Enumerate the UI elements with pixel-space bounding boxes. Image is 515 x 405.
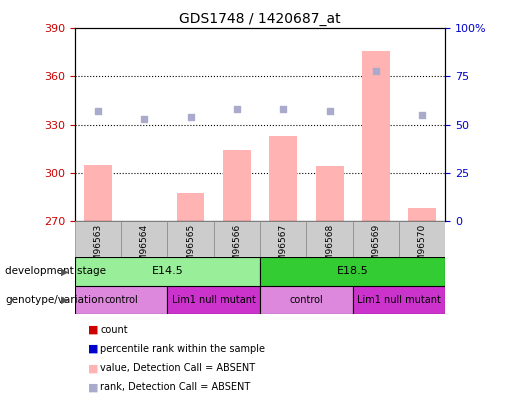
Bar — [167, 286, 260, 314]
Text: ▶: ▶ — [61, 266, 68, 276]
Text: GSM96568: GSM96568 — [325, 224, 334, 273]
Bar — [214, 221, 260, 257]
Point — [325, 108, 334, 114]
Point — [186, 113, 195, 120]
Bar — [269, 136, 297, 221]
Text: GSM96563: GSM96563 — [93, 224, 102, 273]
Bar — [362, 51, 390, 221]
Text: control: control — [104, 295, 138, 305]
Bar — [84, 164, 112, 221]
Bar — [177, 194, 204, 221]
Text: E14.5: E14.5 — [151, 266, 183, 276]
Text: value, Detection Call = ABSENT: value, Detection Call = ABSENT — [100, 363, 255, 373]
Text: ▶: ▶ — [61, 295, 68, 305]
Text: rank, Detection Call = ABSENT: rank, Detection Call = ABSENT — [100, 382, 251, 392]
Text: control: control — [289, 295, 323, 305]
Bar — [75, 221, 121, 257]
Text: ■: ■ — [88, 363, 98, 373]
Bar — [121, 221, 167, 257]
Bar — [408, 208, 436, 221]
Text: ■: ■ — [88, 344, 98, 354]
Bar — [260, 286, 353, 314]
Text: count: count — [100, 325, 128, 335]
Bar — [306, 221, 353, 257]
Bar — [399, 221, 445, 257]
Text: Lim1 null mutant: Lim1 null mutant — [172, 295, 255, 305]
Bar — [167, 221, 214, 257]
Point — [140, 115, 148, 122]
Bar — [223, 150, 251, 221]
Text: GSM96567: GSM96567 — [279, 224, 288, 273]
Bar — [316, 166, 344, 221]
Bar — [75, 286, 167, 314]
Point — [94, 108, 102, 114]
Title: GDS1748 / 1420687_at: GDS1748 / 1420687_at — [179, 12, 341, 26]
Text: GSM96564: GSM96564 — [140, 224, 149, 273]
Bar — [260, 221, 306, 257]
Text: GSM96570: GSM96570 — [418, 224, 427, 273]
Text: E18.5: E18.5 — [337, 266, 369, 276]
Bar — [260, 257, 445, 286]
Point — [372, 67, 380, 74]
Text: percentile rank within the sample: percentile rank within the sample — [100, 344, 265, 354]
Text: GSM96565: GSM96565 — [186, 224, 195, 273]
Text: GSM96569: GSM96569 — [371, 224, 381, 273]
Text: GSM96566: GSM96566 — [232, 224, 242, 273]
Text: development stage: development stage — [5, 266, 106, 276]
Text: ■: ■ — [88, 382, 98, 392]
Point — [233, 106, 241, 112]
Point — [279, 106, 287, 112]
Text: genotype/variation: genotype/variation — [5, 295, 104, 305]
Bar — [353, 286, 445, 314]
Text: ■: ■ — [88, 325, 98, 335]
Point — [418, 112, 426, 118]
Bar — [353, 221, 399, 257]
Text: Lim1 null mutant: Lim1 null mutant — [357, 295, 441, 305]
Bar — [75, 257, 260, 286]
